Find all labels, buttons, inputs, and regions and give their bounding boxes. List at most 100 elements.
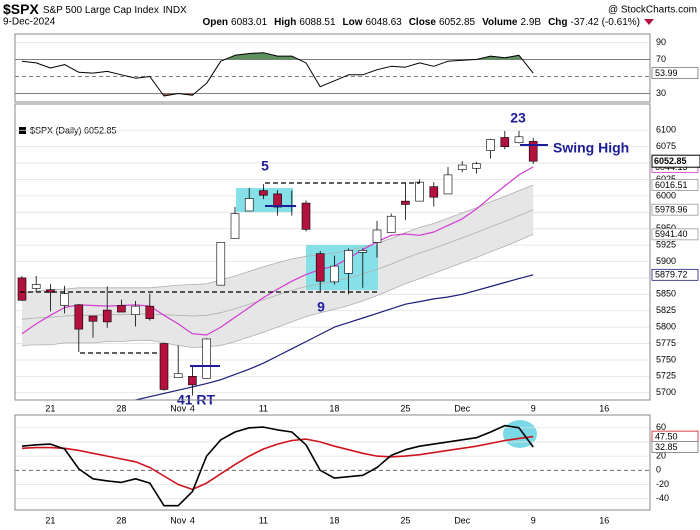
value-label-box	[651, 441, 699, 453]
close-label: 6052.85	[654, 156, 687, 166]
candle-body	[173, 373, 183, 378]
close-label-box	[651, 154, 700, 168]
exchange: INDX	[163, 5, 187, 16]
candle-body	[443, 174, 453, 195]
quote-value: 2.9B	[520, 17, 541, 28]
candle-body	[102, 309, 112, 323]
candle-body	[500, 137, 510, 147]
candle-body	[188, 376, 197, 386]
x-tick-label: 18	[329, 403, 339, 413]
envelope-line	[21, 233, 534, 348]
quote-value: 6088.51	[299, 17, 336, 28]
quote-label: Close	[409, 17, 437, 28]
y-tick-label: 0	[656, 465, 661, 475]
y-tick-label: 6075	[656, 141, 676, 151]
value-label: 47.50	[655, 431, 678, 441]
x-tick-label: 9	[531, 403, 536, 413]
candle-body	[145, 305, 155, 319]
value-label: 5978.96	[655, 205, 688, 215]
x-tick-label: Nov	[170, 515, 187, 525]
candle-body	[46, 289, 55, 293]
candle-body	[244, 198, 254, 212]
annotation: 23	[510, 110, 526, 126]
x-tick-label: Dec	[454, 403, 471, 413]
candle-body	[330, 265, 339, 283]
highlight-ellipse	[503, 420, 537, 448]
y-tick-label: 5925	[656, 239, 676, 249]
y-tick-label: 6100	[656, 125, 676, 135]
y-tick-label: 5950	[656, 223, 676, 233]
y-tick-label: 70	[656, 54, 666, 64]
candle-body	[259, 190, 268, 196]
candle-body	[429, 186, 439, 198]
symbol: $SPX	[3, 1, 39, 17]
candle-body	[216, 242, 226, 286]
down-arrow	[644, 19, 654, 25]
y-tick-label: 5825	[656, 305, 676, 315]
y-tick-label: -20	[656, 479, 669, 489]
y-tick-label: 6025	[656, 174, 676, 184]
candle-body	[31, 284, 41, 289]
x-tick-label: 25	[400, 403, 410, 413]
candle-body	[358, 250, 368, 253]
x-tick-label: 16	[599, 515, 609, 525]
candle-body	[17, 277, 27, 301]
y-tick-label: 30	[656, 88, 666, 98]
overlay	[14, 33, 651, 511]
candle-body	[514, 136, 524, 144]
quote-value: 6083.01	[231, 17, 268, 28]
candle-body	[202, 338, 211, 379]
quote-label: Chg	[548, 17, 567, 28]
value-label-box	[651, 67, 699, 80]
y-tick-label: 90	[656, 37, 666, 47]
y-tick-label: 5850	[656, 289, 676, 299]
value-label: 32.85	[655, 442, 678, 452]
series-line	[21, 52, 534, 97]
annotation: 9	[317, 299, 325, 315]
x-tick-label: 28	[116, 403, 126, 413]
candle-body	[415, 181, 424, 202]
candle-body	[386, 215, 396, 233]
panel-frame	[14, 414, 651, 511]
value-label-box	[651, 268, 699, 281]
candle-body	[372, 229, 382, 243]
value-label: 5941.40	[655, 229, 688, 239]
value-label-box	[651, 228, 699, 241]
x-tick-label: 4	[190, 515, 195, 525]
y-tick-label: 5725	[656, 371, 676, 381]
quote-value: -37.42 (-0.61%)	[571, 17, 640, 28]
highlight-ellipse	[503, 420, 537, 448]
value-label: 5879.72	[655, 270, 688, 280]
source: @ StockCharts.com	[608, 5, 697, 16]
y-tick-label: 20	[656, 450, 666, 460]
candle-body	[344, 250, 353, 274]
panel-frame	[14, 103, 651, 401]
value-label-box	[651, 179, 699, 191]
plot-area	[15, 42, 650, 97]
candle-body	[88, 315, 98, 322]
candle-body	[117, 305, 126, 313]
candle-body	[230, 213, 240, 239]
candle-body	[60, 293, 69, 306]
pivot-lines	[190, 144, 548, 367]
quote-label: Volume	[482, 17, 518, 28]
y-tick-label: 5750	[656, 354, 676, 364]
series-line	[21, 424, 534, 507]
candle-body	[301, 202, 311, 230]
quote: Open 6083.01 High 6088.51 Low 6048.63 Close 605…	[202, 17, 640, 28]
candle-body	[315, 253, 325, 282]
candle-body	[401, 200, 410, 205]
plot-area	[15, 129, 650, 400]
candle-body	[74, 304, 84, 330]
y-tick-label: 5700	[656, 387, 676, 397]
x-tick-label: Nov	[170, 403, 187, 413]
x-tick-label: 9	[531, 515, 536, 525]
candle-body	[131, 305, 140, 315]
candle-body	[273, 193, 282, 208]
candle-body	[457, 164, 467, 170]
y-tick-label: -40	[656, 493, 669, 503]
quote-value: 6048.63	[366, 17, 403, 28]
y-tick-label: 5800	[656, 322, 676, 332]
candle-body	[486, 139, 495, 151]
